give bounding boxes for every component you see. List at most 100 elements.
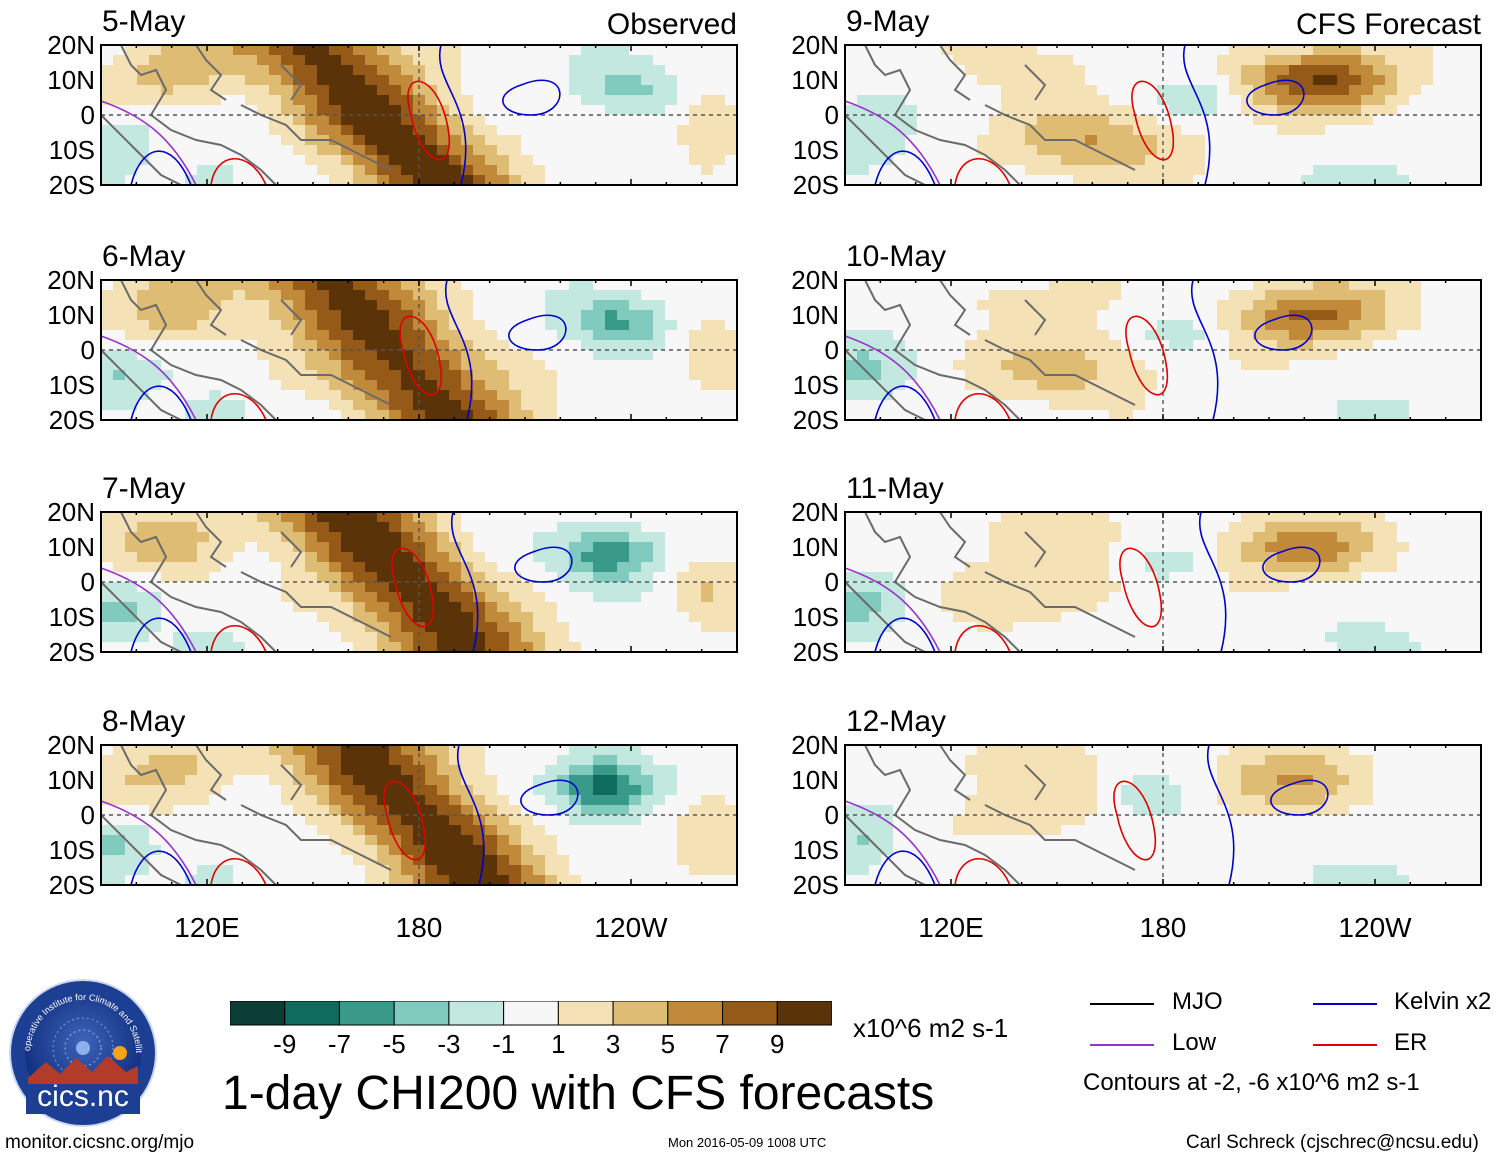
colorbar-swatch <box>503 1000 559 1026</box>
colorbar-swatch <box>284 1000 340 1026</box>
chi200-panel <box>844 279 1482 421</box>
panel-date: 7-May <box>102 472 186 505</box>
lat-tick-label: 0 <box>824 800 839 830</box>
column-title: Observed <box>606 8 737 41</box>
lat-tick-label: 20S <box>48 637 95 667</box>
lat-tick-label: 20N <box>791 497 839 527</box>
lat-tick-label: 20S <box>792 170 839 200</box>
colorbar-tick-label: 1 <box>551 1029 566 1059</box>
colorbar-tick-label: 9 <box>770 1029 785 1059</box>
lon-tick-label: 180 <box>395 912 443 943</box>
kelvin-contour <box>130 511 573 653</box>
kelvin-contour <box>130 279 567 421</box>
lat-tick-label: 20N <box>47 497 95 527</box>
er-contour <box>954 780 1157 886</box>
colorbar-tick-label: -7 <box>327 1029 352 1059</box>
lat-tick-label: 20S <box>48 405 95 435</box>
chi200-panel <box>100 744 738 886</box>
legend-swatch <box>1313 1044 1377 1046</box>
colorbar-swatch <box>557 1000 614 1026</box>
coastline <box>100 279 392 421</box>
lat-tick-label: 10N <box>791 65 839 95</box>
lon-tick-label: 120E <box>918 912 984 943</box>
kelvin-contour <box>874 511 1321 653</box>
chi200-panel <box>844 744 1482 886</box>
lat-tick-label: 0 <box>824 335 839 365</box>
lat-tick-label: 0 <box>80 800 95 830</box>
low-contour <box>844 100 941 186</box>
lat-tick-label: 10N <box>47 65 95 95</box>
legend-label: ER <box>1394 1029 1428 1056</box>
lat-tick-label: 10S <box>792 370 839 400</box>
footer-url: monitor.cicsnc.org/mjo <box>5 1132 195 1153</box>
colorbar-tick-label: 3 <box>605 1029 621 1059</box>
panel-date: 5-May <box>102 5 186 38</box>
cics-logo: cics.nc Cooperative Institute for Climat… <box>5 970 158 1128</box>
kelvin-contour <box>874 44 1305 186</box>
lat-tick-label: 10N <box>47 300 95 330</box>
low-contour <box>100 800 197 886</box>
lat-tick-label: 10N <box>791 300 839 330</box>
colorbar-tick-label: -5 <box>382 1029 406 1059</box>
panel-date: 9-May <box>846 5 930 38</box>
chi200-panel <box>100 44 738 186</box>
lat-tick-label: 20N <box>47 730 95 760</box>
low-contour <box>100 567 197 653</box>
lat-tick-label: 20N <box>47 265 95 295</box>
footer-timestamp: Mon 2016-05-09 1008 UTC <box>668 1135 827 1150</box>
lat-tick-label: 0 <box>824 100 839 130</box>
column-title: CFS Forecast <box>1295 8 1481 41</box>
colorbar-swatch <box>393 1000 450 1026</box>
kelvin-contour <box>874 279 1313 421</box>
colorbar-swatch <box>722 1000 778 1026</box>
lat-tick-label: 20S <box>48 870 95 900</box>
colorbar-swatch <box>612 1000 669 1026</box>
colorbar-swatch <box>338 1000 395 1026</box>
lat-tick-label: 10S <box>792 835 839 865</box>
lat-tick-label: 10N <box>47 765 95 795</box>
legend-label: Kelvin x2 <box>1394 988 1492 1015</box>
chi200-panel <box>844 44 1482 186</box>
colorbar-swatch <box>667 1000 724 1026</box>
low-contour <box>100 100 197 186</box>
legend-swatch <box>1090 1044 1154 1046</box>
legend-swatch <box>1090 1003 1154 1005</box>
kelvin-contour <box>130 744 579 886</box>
er-contour <box>954 547 1163 653</box>
lat-tick-label: 20N <box>47 30 95 60</box>
lon-tick-label: 120W <box>594 912 668 943</box>
contours-note: Contours at -2, -6 x10^6 m2 s-1 <box>1083 1069 1420 1096</box>
lat-tick-label: 10S <box>48 835 95 865</box>
panel-date: 8-May <box>102 705 186 738</box>
lat-tick-label: 0 <box>80 335 95 365</box>
lat-tick-label: 20N <box>791 30 839 60</box>
lat-tick-label: 10S <box>792 135 839 165</box>
panel-date: 12-May <box>846 705 947 738</box>
legend-swatch <box>1313 1003 1377 1005</box>
er-contour <box>210 547 435 653</box>
chi200-panel <box>100 511 738 653</box>
er-contour <box>954 315 1169 421</box>
lat-tick-label: 0 <box>824 567 839 597</box>
lat-tick-label: 10N <box>791 765 839 795</box>
lat-tick-label: 20S <box>792 637 839 667</box>
colorbar-swatch <box>776 1000 833 1026</box>
lat-tick-label: 10S <box>48 370 95 400</box>
lat-tick-label: 0 <box>80 100 95 130</box>
kelvin-contour <box>130 44 561 186</box>
er-contour <box>210 780 427 886</box>
lat-tick-label: 10N <box>47 532 95 562</box>
colorbar-tick-label: 5 <box>660 1029 676 1059</box>
er-contour <box>210 315 443 421</box>
lat-tick-label: 20S <box>48 170 95 200</box>
coastline <box>100 744 392 886</box>
lat-tick-label: 10N <box>791 532 839 562</box>
coastline <box>100 511 392 653</box>
low-contour <box>100 335 197 421</box>
low-contour <box>844 567 941 653</box>
lat-tick-label: 20N <box>791 265 839 295</box>
panel-date: 10-May <box>846 240 947 273</box>
chart-title: 1-day CHI200 with CFS forecasts <box>222 1067 935 1120</box>
legend-label: Low <box>1172 1029 1217 1056</box>
colorbar-swatch <box>448 1000 505 1026</box>
